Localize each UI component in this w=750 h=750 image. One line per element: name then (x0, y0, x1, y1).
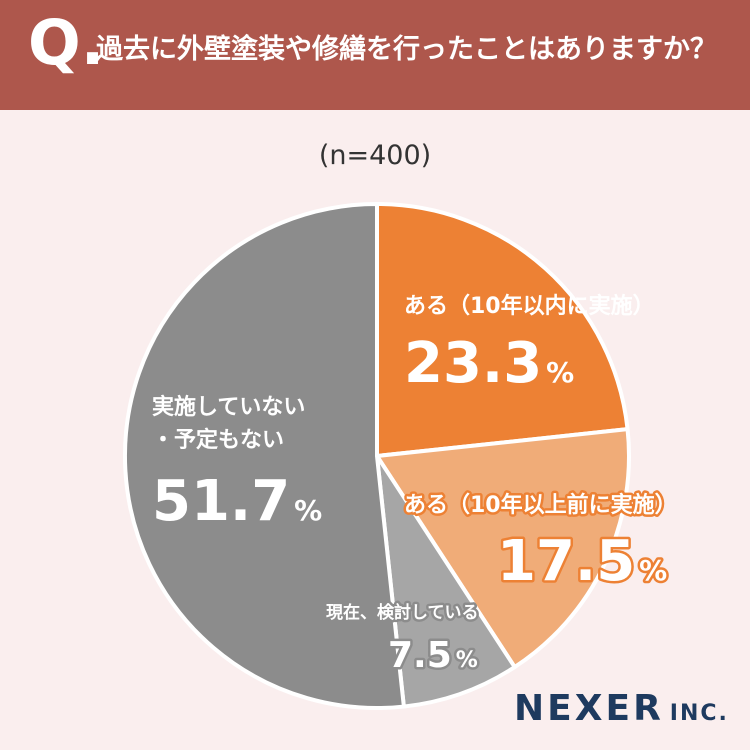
slice-value-1: 23.3% (404, 331, 574, 396)
question-text: 過去に外壁塗装や修繕を行ったことはありますか？ (96, 34, 717, 65)
brand-suffix: INC. (669, 701, 729, 726)
sample-size-label: (n=400) (318, 140, 432, 171)
pie-slice-4 (122, 202, 406, 710)
slice-label-4: 実施していない・予定もない (152, 394, 305, 453)
slice-value-3: 7.5% (388, 635, 478, 676)
pie-slice-1 (375, 202, 630, 458)
slice-label-1: ある（10年以内に実施） (404, 293, 655, 319)
brand-name: NEXER (514, 688, 664, 729)
slice-label-3: 現在、検討している (326, 602, 479, 623)
brand-logo: NEXER INC. (514, 688, 729, 729)
slice-label-2: ある（10年以上前に実施） (404, 492, 677, 518)
pie-slice-3 (375, 454, 517, 709)
slice-value-2: 17.5% (497, 529, 667, 594)
pie-slice-2 (375, 427, 631, 670)
question-header: Q. 過去に外壁塗装や修繕を行ったことはありますか？ (0, 0, 750, 110)
slice-value-4: 51.7% (152, 469, 322, 534)
question-mark: Q. (28, 6, 105, 79)
